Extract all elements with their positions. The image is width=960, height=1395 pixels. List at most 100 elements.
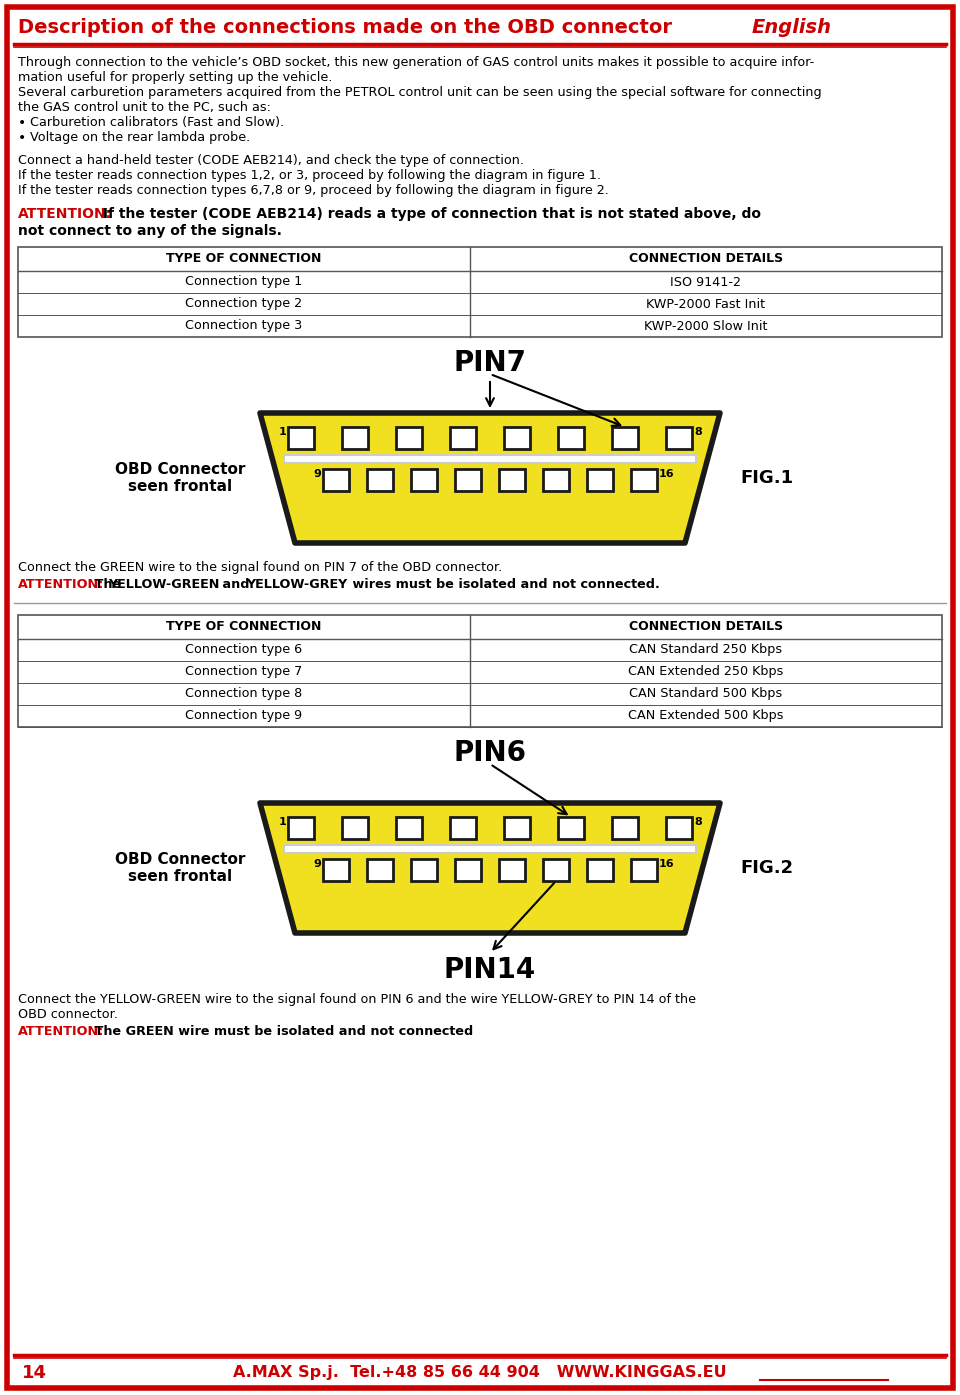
Text: CAN Extended 250 Kbps: CAN Extended 250 Kbps	[628, 665, 783, 678]
Bar	[631, 859, 657, 882]
Text: ISO 9141-2: ISO 9141-2	[670, 275, 741, 289]
Bar	[396, 427, 422, 449]
Text: ATTENTION:: ATTENTION:	[18, 1025, 105, 1038]
Text: KWP-2000 Slow Init: KWP-2000 Slow Init	[644, 319, 768, 332]
Text: TYPE OF CONNECTION: TYPE OF CONNECTION	[166, 621, 322, 633]
Bar	[504, 817, 530, 838]
Text: FIG.2: FIG.2	[740, 859, 793, 877]
Bar	[342, 817, 368, 838]
Text: Description of the connections made on the OBD connector: Description of the connections made on t…	[18, 18, 672, 38]
Text: YELLOW-GREY: YELLOW-GREY	[246, 578, 348, 591]
Bar	[666, 427, 692, 449]
Text: Voltage on the rear lambda probe.: Voltage on the rear lambda probe.	[30, 131, 251, 144]
Text: 1: 1	[278, 817, 286, 827]
Text: Connect a hand-held tester (CODE AEB214), and check the type of connection.: Connect a hand-held tester (CODE AEB214)…	[18, 153, 524, 167]
Bar	[558, 427, 584, 449]
Bar	[631, 469, 657, 491]
Text: OBD Connector
seen frontal: OBD Connector seen frontal	[114, 852, 245, 884]
Bar	[396, 817, 422, 838]
Text: Connection type 6: Connection type 6	[185, 643, 302, 657]
Text: Connection type 2: Connection type 2	[185, 297, 302, 311]
Text: not connect to any of the signals.: not connect to any of the signals.	[18, 225, 282, 239]
Bar	[18, 615, 942, 727]
Text: English: English	[752, 18, 832, 38]
Bar	[666, 817, 692, 838]
Text: If the tester reads connection types 6,7,8 or 9, proceed by following the diagra: If the tester reads connection types 6,7…	[18, 184, 609, 197]
Text: Connection type 3: Connection type 3	[185, 319, 302, 332]
Text: A.MAX Sp.j.  Tel.+48 85 66 44 904   WWW.KINGGAS.EU: A.MAX Sp.j. Tel.+48 85 66 44 904 WWW.KIN…	[233, 1366, 727, 1381]
Text: mation useful for properly setting up the vehicle.: mation useful for properly setting up th…	[18, 71, 332, 84]
Text: CAN Standard 500 Kbps: CAN Standard 500 Kbps	[630, 688, 782, 700]
Bar	[323, 469, 349, 491]
Text: CAN Standard 250 Kbps: CAN Standard 250 Kbps	[630, 643, 782, 657]
Text: OBD connector.: OBD connector.	[18, 1009, 118, 1021]
Bar	[455, 469, 481, 491]
Bar	[455, 859, 481, 882]
Bar	[284, 455, 696, 463]
Text: 16: 16	[659, 859, 675, 869]
Bar	[499, 859, 525, 882]
Bar	[323, 859, 349, 882]
Text: 8: 8	[694, 427, 702, 437]
Text: PIN6: PIN6	[453, 739, 526, 767]
Text: ATTENTION:: ATTENTION:	[18, 206, 112, 220]
Bar	[504, 427, 530, 449]
Text: Carburetion calibrators (Fast and Slow).: Carburetion calibrators (Fast and Slow).	[30, 116, 284, 128]
Text: TYPE OF CONNECTION: TYPE OF CONNECTION	[166, 252, 322, 265]
Bar	[543, 859, 569, 882]
Text: Connection type 9: Connection type 9	[185, 710, 302, 723]
Text: wires must be isolated and not connected.: wires must be isolated and not connected…	[348, 578, 660, 591]
Polygon shape	[260, 413, 720, 543]
Bar	[558, 817, 584, 838]
Polygon shape	[260, 804, 720, 933]
Text: OBD Connector
seen frontal: OBD Connector seen frontal	[114, 462, 245, 494]
Bar	[612, 817, 638, 838]
Bar	[367, 469, 393, 491]
Bar	[411, 469, 437, 491]
Text: ATTENTION:: ATTENTION:	[18, 578, 105, 591]
Bar	[450, 817, 476, 838]
Text: The GREEN wire must be isolated and not connected: The GREEN wire must be isolated and not …	[90, 1025, 473, 1038]
Text: •: •	[18, 116, 26, 130]
Text: CAN Extended 500 Kbps: CAN Extended 500 Kbps	[628, 710, 783, 723]
Bar	[450, 427, 476, 449]
Text: Connect the GREEN wire to the signal found on PIN 7 of the OBD connector.: Connect the GREEN wire to the signal fou…	[18, 561, 502, 573]
Text: •: •	[18, 131, 26, 145]
Text: YELLOW-GREEN: YELLOW-GREEN	[108, 578, 220, 591]
Text: If the tester (CODE AEB214) reads a type of connection that is not stated above,: If the tester (CODE AEB214) reads a type…	[98, 206, 761, 220]
Bar	[587, 859, 613, 882]
Bar	[288, 427, 314, 449]
Bar	[288, 817, 314, 838]
Text: The: The	[90, 578, 126, 591]
Text: PIN7: PIN7	[453, 349, 526, 377]
Bar	[612, 427, 638, 449]
Text: the GAS control unit to the PC, such as:: the GAS control unit to the PC, such as:	[18, 100, 271, 114]
Text: Connection type 7: Connection type 7	[185, 665, 302, 678]
Text: FIG.1: FIG.1	[740, 469, 793, 487]
Text: CONNECTION DETAILS: CONNECTION DETAILS	[629, 621, 783, 633]
Bar	[367, 859, 393, 882]
Text: 9: 9	[313, 859, 321, 869]
Bar	[18, 247, 942, 338]
Bar	[284, 845, 696, 852]
Text: 14: 14	[22, 1364, 47, 1382]
Bar	[284, 455, 696, 463]
Bar	[342, 427, 368, 449]
Text: Through connection to the vehicle’s OBD socket, this new generation of GAS contr: Through connection to the vehicle’s OBD …	[18, 56, 814, 68]
Text: 1: 1	[278, 427, 286, 437]
Text: If the tester reads connection types 1,2, or 3, proceed by following the diagram: If the tester reads connection types 1,2…	[18, 169, 601, 181]
Bar	[411, 859, 437, 882]
Text: Connection type 8: Connection type 8	[185, 688, 302, 700]
Bar	[587, 469, 613, 491]
FancyBboxPatch shape	[7, 7, 953, 1388]
Text: Connect the YELLOW-GREEN wire to the signal found on PIN 6 and the wire YELLOW-G: Connect the YELLOW-GREEN wire to the sig…	[18, 993, 696, 1006]
Text: PIN14: PIN14	[444, 956, 536, 983]
Text: 8: 8	[694, 817, 702, 827]
Text: Several carburetion parameters acquired from the PETROL control unit can be seen: Several carburetion parameters acquired …	[18, 86, 822, 99]
Bar	[543, 469, 569, 491]
Bar	[499, 469, 525, 491]
Text: 9: 9	[313, 469, 321, 478]
Text: CONNECTION DETAILS: CONNECTION DETAILS	[629, 252, 783, 265]
Text: 16: 16	[659, 469, 675, 478]
Text: KWP-2000 Fast Init: KWP-2000 Fast Init	[646, 297, 765, 311]
